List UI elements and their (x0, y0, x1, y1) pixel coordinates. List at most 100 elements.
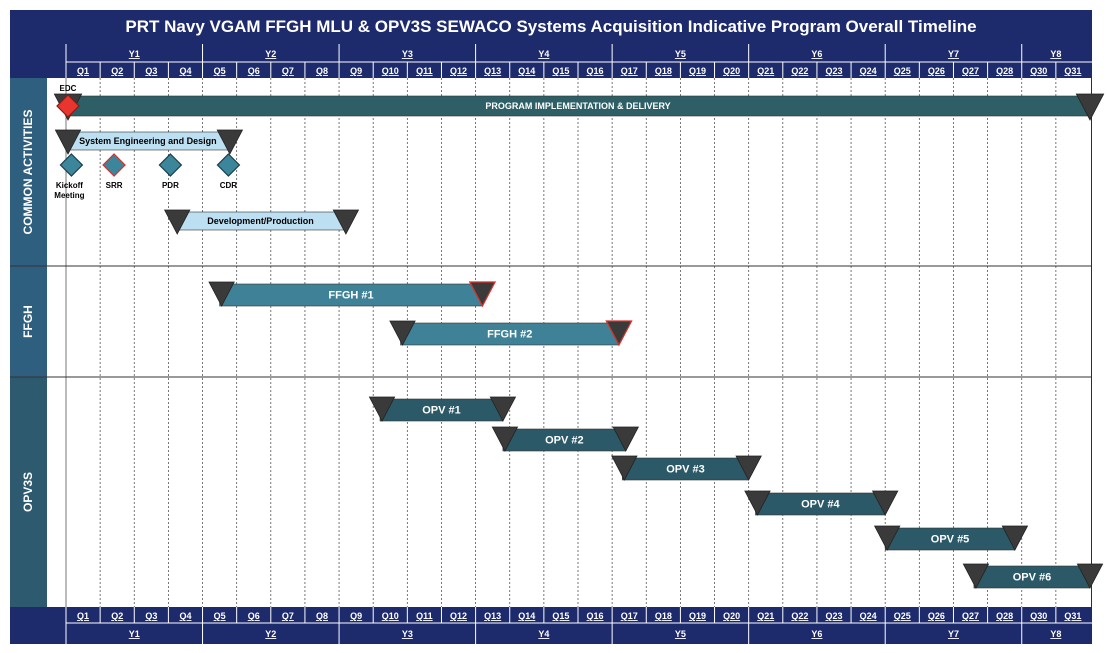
quarter-label-bottom: Q3 (145, 611, 157, 621)
quarter-label-top: Q24 (860, 66, 877, 76)
quarter-label-bottom: Q22 (791, 611, 808, 621)
year-label-top: Y5 (675, 49, 686, 59)
quarter-label-top: Q21 (757, 66, 774, 76)
quarter-label-bottom: Q1 (77, 611, 89, 621)
milestone-diamond (216, 153, 241, 177)
task-label: FFGH #2 (487, 329, 532, 341)
quarter-label-top: Q7 (282, 66, 294, 76)
section-label-bg (10, 78, 47, 266)
task-end-marker (489, 396, 517, 422)
quarter-label-bottom: Q9 (350, 611, 362, 621)
quarter-label-top: Q11 (416, 66, 433, 76)
quarter-label-top: Q25 (894, 66, 911, 76)
task-start-marker (611, 455, 638, 481)
year-label-bottom: Y4 (538, 629, 549, 639)
quarter-label-bottom: Q12 (450, 611, 467, 621)
year-label-bottom: Y2 (265, 629, 276, 639)
quarter-label-top: Q23 (825, 66, 842, 76)
task-label: OPV #2 (545, 435, 584, 447)
quarter-label-top: Q15 (552, 66, 569, 76)
top-header (10, 44, 1092, 78)
section-label: OPV3S (21, 472, 35, 512)
year-label-bottom: Y7 (948, 629, 959, 639)
task-end-marker (216, 129, 244, 155)
bottom-header (10, 607, 1092, 644)
task-start-marker (54, 129, 82, 155)
quarter-label-bottom: Q28 (996, 611, 1013, 621)
quarter-label-bottom: Q24 (860, 611, 877, 621)
task-label: OPV #5 (931, 534, 970, 546)
task-end-marker (735, 455, 762, 481)
quarter-label-bottom: Q25 (894, 611, 911, 621)
quarter-label-bottom: Q6 (248, 611, 260, 621)
quarter-label-bottom: Q2 (111, 611, 123, 621)
quarter-label-bottom: Q15 (552, 611, 569, 621)
quarter-label-top: Q3 (145, 66, 157, 76)
task-start-marker (163, 209, 191, 235)
task-end-marker (1076, 563, 1104, 589)
task-end-marker (1001, 525, 1029, 551)
quarter-label-top: Q18 (655, 66, 672, 76)
section-label: COMMON ACTIVITIES (21, 110, 35, 235)
milestone-label: Meeting (54, 191, 84, 200)
year-label-bottom: Y8 (1050, 629, 1061, 639)
task-end-marker (612, 426, 640, 452)
section-label: FFGH (21, 305, 35, 338)
year-label-top: Y7 (948, 49, 959, 59)
task-label: Development/Production (207, 216, 314, 226)
task-start-marker (491, 426, 519, 452)
task-end-marker (1075, 93, 1105, 121)
task-label: OPV #6 (1013, 572, 1052, 584)
year-label-top: Y8 (1050, 49, 1061, 59)
milestone-diamond (59, 153, 84, 177)
quarter-label-bottom: Q21 (757, 611, 774, 621)
quarter-label-bottom: Q16 (587, 611, 604, 621)
quarter-label-top: Q16 (587, 66, 604, 76)
quarter-label-bottom: Q23 (825, 611, 842, 621)
quarter-label-top: Q20 (723, 66, 740, 76)
quarter-label-top: Q9 (350, 66, 362, 76)
quarter-label-top: Q12 (450, 66, 467, 76)
milestone-label: EDC (60, 84, 77, 93)
quarter-label-bottom: Q27 (962, 611, 979, 621)
quarter-label-top: Q4 (179, 66, 191, 76)
task-end-marker (332, 209, 360, 235)
quarter-label-top: Q10 (382, 66, 399, 76)
quarter-label-bottom: Q19 (689, 611, 706, 621)
quarter-label-top: Q26 (928, 66, 945, 76)
task-label: OPV #4 (801, 499, 840, 511)
section-label-bg (10, 377, 47, 607)
quarter-label-top: Q6 (248, 66, 260, 76)
year-label-top: Y2 (265, 49, 276, 59)
milestone-diamond (158, 153, 183, 177)
year-label-bottom: Y5 (675, 629, 686, 639)
quarter-label-bottom: Q26 (928, 611, 945, 621)
quarter-label-top: Q13 (484, 66, 501, 76)
year-label-top: Y4 (538, 49, 549, 59)
year-label-bottom: Y3 (402, 629, 413, 639)
year-label-bottom: Y1 (129, 629, 140, 639)
quarter-label-top: Q27 (962, 66, 979, 76)
milestone-label: PDR (162, 181, 179, 190)
task-label: OPV #3 (666, 464, 705, 476)
year-label-bottom: Y6 (811, 629, 822, 639)
year-label-top: Y3 (402, 49, 413, 59)
quarter-label-bottom: Q10 (382, 611, 399, 621)
quarter-label-bottom: Q30 (1030, 611, 1047, 621)
quarter-label-bottom: Q18 (655, 611, 672, 621)
quarter-label-top: Q19 (689, 66, 706, 76)
milestone-label: Kickoff (56, 181, 83, 190)
year-label-top: Y1 (129, 49, 140, 59)
task-start-marker (368, 396, 396, 422)
quarter-label-top: Q14 (518, 66, 535, 76)
milestone-diamond (56, 94, 80, 118)
task-label: System Engineering and Design (79, 136, 217, 146)
task-end-marker (605, 320, 633, 347)
quarter-label-bottom: Q11 (416, 611, 433, 621)
task-start-marker (873, 525, 901, 551)
quarter-label-top: Q30 (1030, 66, 1047, 76)
task-label: PROGRAM IMPLEMENTATION & DELIVERY (485, 101, 670, 111)
quarter-label-bottom: Q20 (723, 611, 740, 621)
task-label: FFGH #1 (328, 290, 373, 302)
quarter-label-bottom: Q17 (621, 611, 638, 621)
